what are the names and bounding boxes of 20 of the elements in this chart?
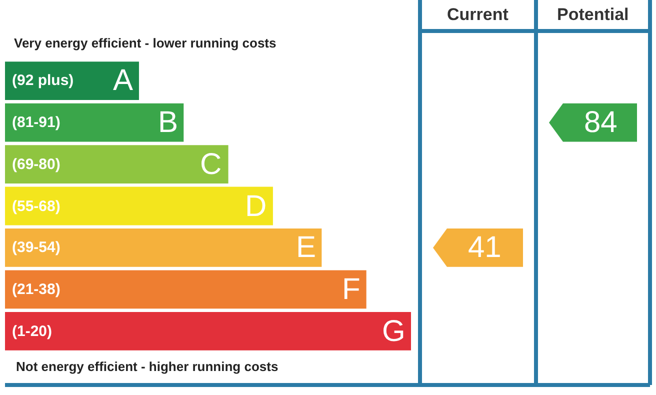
bar (5, 145, 228, 184)
bar (5, 270, 366, 309)
bar (5, 62, 139, 100)
category-label: (1-20) G (12, 315, 406, 348)
text: 41 (468, 231, 502, 264)
bar (5, 228, 322, 267)
category-label: (39-54) E (12, 231, 316, 264)
chart-title: Very energy efficient - lower running costs (14, 36, 276, 51)
bar (5, 312, 411, 350)
text: 84 (584, 106, 618, 139)
category-label: (21-38) F (12, 273, 360, 306)
category-label: (69-80) C (12, 148, 222, 181)
category-label: (55-68) D (12, 190, 267, 223)
category-label: (92 plus) A (12, 64, 134, 97)
x-axis-title: Not energy efficient - higher running costs (16, 359, 278, 374)
text: Potential (557, 5, 629, 24)
category-label: (81-91) B (12, 106, 178, 139)
bar (5, 186, 273, 226)
text: Current (447, 5, 509, 24)
bar (5, 103, 184, 142)
